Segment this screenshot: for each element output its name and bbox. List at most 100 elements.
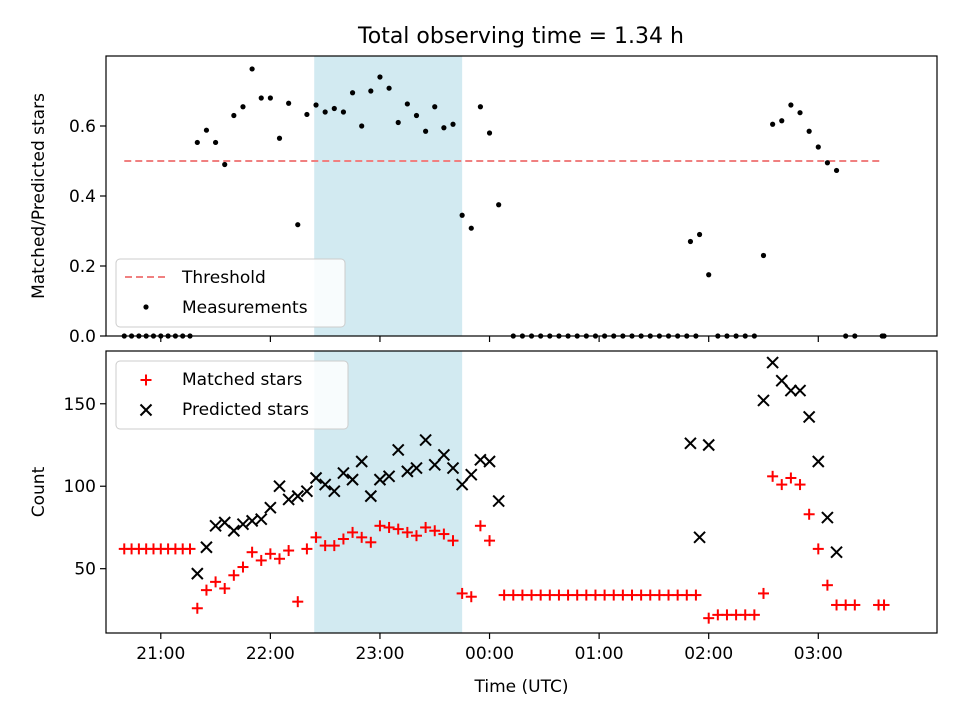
measurement-point bbox=[450, 121, 456, 127]
matched-point bbox=[383, 521, 395, 533]
predicted-point bbox=[812, 455, 825, 468]
matched-point bbox=[465, 591, 477, 603]
matched-point bbox=[410, 530, 422, 542]
matched-point bbox=[184, 543, 196, 555]
matched-point bbox=[292, 596, 304, 608]
matched-point bbox=[785, 472, 797, 484]
bot-ytick-label: 50 bbox=[74, 560, 96, 580]
predicted-point bbox=[291, 489, 304, 503]
measurement-point bbox=[468, 225, 474, 231]
predicted-point bbox=[355, 455, 368, 468]
matched-point bbox=[237, 561, 249, 573]
matched-point bbox=[365, 536, 377, 548]
matched-point bbox=[776, 479, 788, 491]
measurement-point bbox=[313, 102, 319, 108]
predicted-point bbox=[236, 517, 250, 531]
matched-point bbox=[401, 526, 413, 538]
predicted-point bbox=[255, 513, 268, 526]
matched-point bbox=[703, 612, 715, 624]
matched-point bbox=[392, 523, 404, 535]
predicted-point bbox=[766, 356, 779, 369]
measurement-point bbox=[276, 135, 283, 141]
measurement-point bbox=[267, 95, 273, 101]
matched-point bbox=[821, 579, 833, 591]
matched-point bbox=[420, 521, 432, 533]
measurement-point bbox=[833, 167, 840, 174]
xtick-label: 22:00 bbox=[246, 644, 295, 664]
measurement-point bbox=[696, 231, 703, 238]
measurement-point bbox=[286, 100, 292, 106]
measurement-point bbox=[687, 238, 694, 245]
matched-point bbox=[200, 584, 212, 596]
matched-point bbox=[274, 553, 286, 565]
top-ytick-label: 0.0 bbox=[69, 327, 96, 347]
matched-point bbox=[447, 535, 459, 547]
legend-matched-marker bbox=[140, 374, 152, 386]
matched-point bbox=[283, 545, 295, 557]
matched-point bbox=[438, 528, 450, 540]
measurement-point bbox=[770, 121, 776, 127]
predicted-point bbox=[821, 511, 834, 524]
measurement-point bbox=[779, 118, 785, 124]
measurement-point bbox=[349, 90, 356, 96]
predicted-point bbox=[465, 468, 478, 481]
measurement-point bbox=[496, 202, 502, 208]
predicted-point bbox=[264, 501, 277, 514]
xtick-label: 02:00 bbox=[684, 644, 733, 664]
matched-point bbox=[328, 540, 340, 552]
matched-point bbox=[484, 535, 496, 547]
predicted-point bbox=[382, 470, 396, 483]
legend-predicted-swatch bbox=[139, 403, 153, 417]
measurement-point bbox=[258, 95, 264, 101]
matched-point bbox=[429, 525, 441, 537]
predicted-point bbox=[346, 473, 359, 486]
measurement-point bbox=[304, 111, 310, 118]
xtick-label: 03:00 bbox=[794, 644, 843, 664]
predicted-point bbox=[437, 448, 451, 462]
measurement-point bbox=[404, 101, 410, 107]
measurement-point bbox=[240, 104, 246, 110]
legend-threshold-label: Threshold bbox=[181, 268, 266, 288]
legend-predicted-label: Predicted stars bbox=[182, 400, 309, 420]
predicted-point bbox=[209, 519, 222, 533]
predicted-point bbox=[693, 531, 706, 544]
predicted-point bbox=[200, 541, 213, 554]
matched-point bbox=[301, 543, 313, 555]
measurement-point bbox=[203, 127, 210, 133]
measurement-point bbox=[788, 102, 794, 108]
matched-point bbox=[337, 533, 349, 545]
measurement-point bbox=[477, 104, 484, 110]
bottom-legend: Matched stars Predicted stars bbox=[115, 360, 349, 430]
xtick-label: 01:00 bbox=[575, 644, 624, 664]
matched-point bbox=[757, 587, 769, 599]
top-ytick-label: 0.4 bbox=[69, 187, 96, 207]
top-legend: Threshold Measurements bbox=[115, 258, 346, 328]
xtick-label: 21:00 bbox=[136, 644, 185, 664]
measurement-point bbox=[815, 144, 821, 150]
matched-point bbox=[794, 479, 806, 491]
predicted-point bbox=[309, 471, 323, 485]
top-ytick-label: 0.6 bbox=[69, 117, 96, 137]
measurement-point bbox=[331, 105, 337, 112]
x-axis-label: Time (UTC) bbox=[474, 677, 569, 697]
measurement-point bbox=[231, 112, 237, 119]
matched-point bbox=[246, 546, 258, 558]
predicted-point bbox=[191, 567, 204, 580]
measurement-point bbox=[368, 88, 374, 94]
legend-measurements-label: Measurements bbox=[182, 298, 308, 318]
bottom-axes-frame bbox=[105, 350, 938, 634]
matched-point bbox=[210, 576, 222, 588]
predicted-point bbox=[392, 443, 405, 457]
measurement-point bbox=[295, 222, 301, 228]
matched-point bbox=[347, 526, 359, 538]
predicted-point bbox=[830, 545, 843, 559]
measurement-point bbox=[806, 128, 812, 134]
predicted-point bbox=[364, 489, 378, 503]
matched-point bbox=[803, 508, 815, 520]
predicted-point bbox=[784, 384, 798, 397]
measurement-point bbox=[441, 125, 447, 131]
measurement-point bbox=[194, 139, 200, 146]
measurement-point bbox=[432, 104, 438, 110]
matched-point bbox=[264, 548, 276, 560]
count-panel: 50 100 150 21:00 22:00 23:00 00:00 01:00 02:00 0… bbox=[29, 350, 938, 697]
